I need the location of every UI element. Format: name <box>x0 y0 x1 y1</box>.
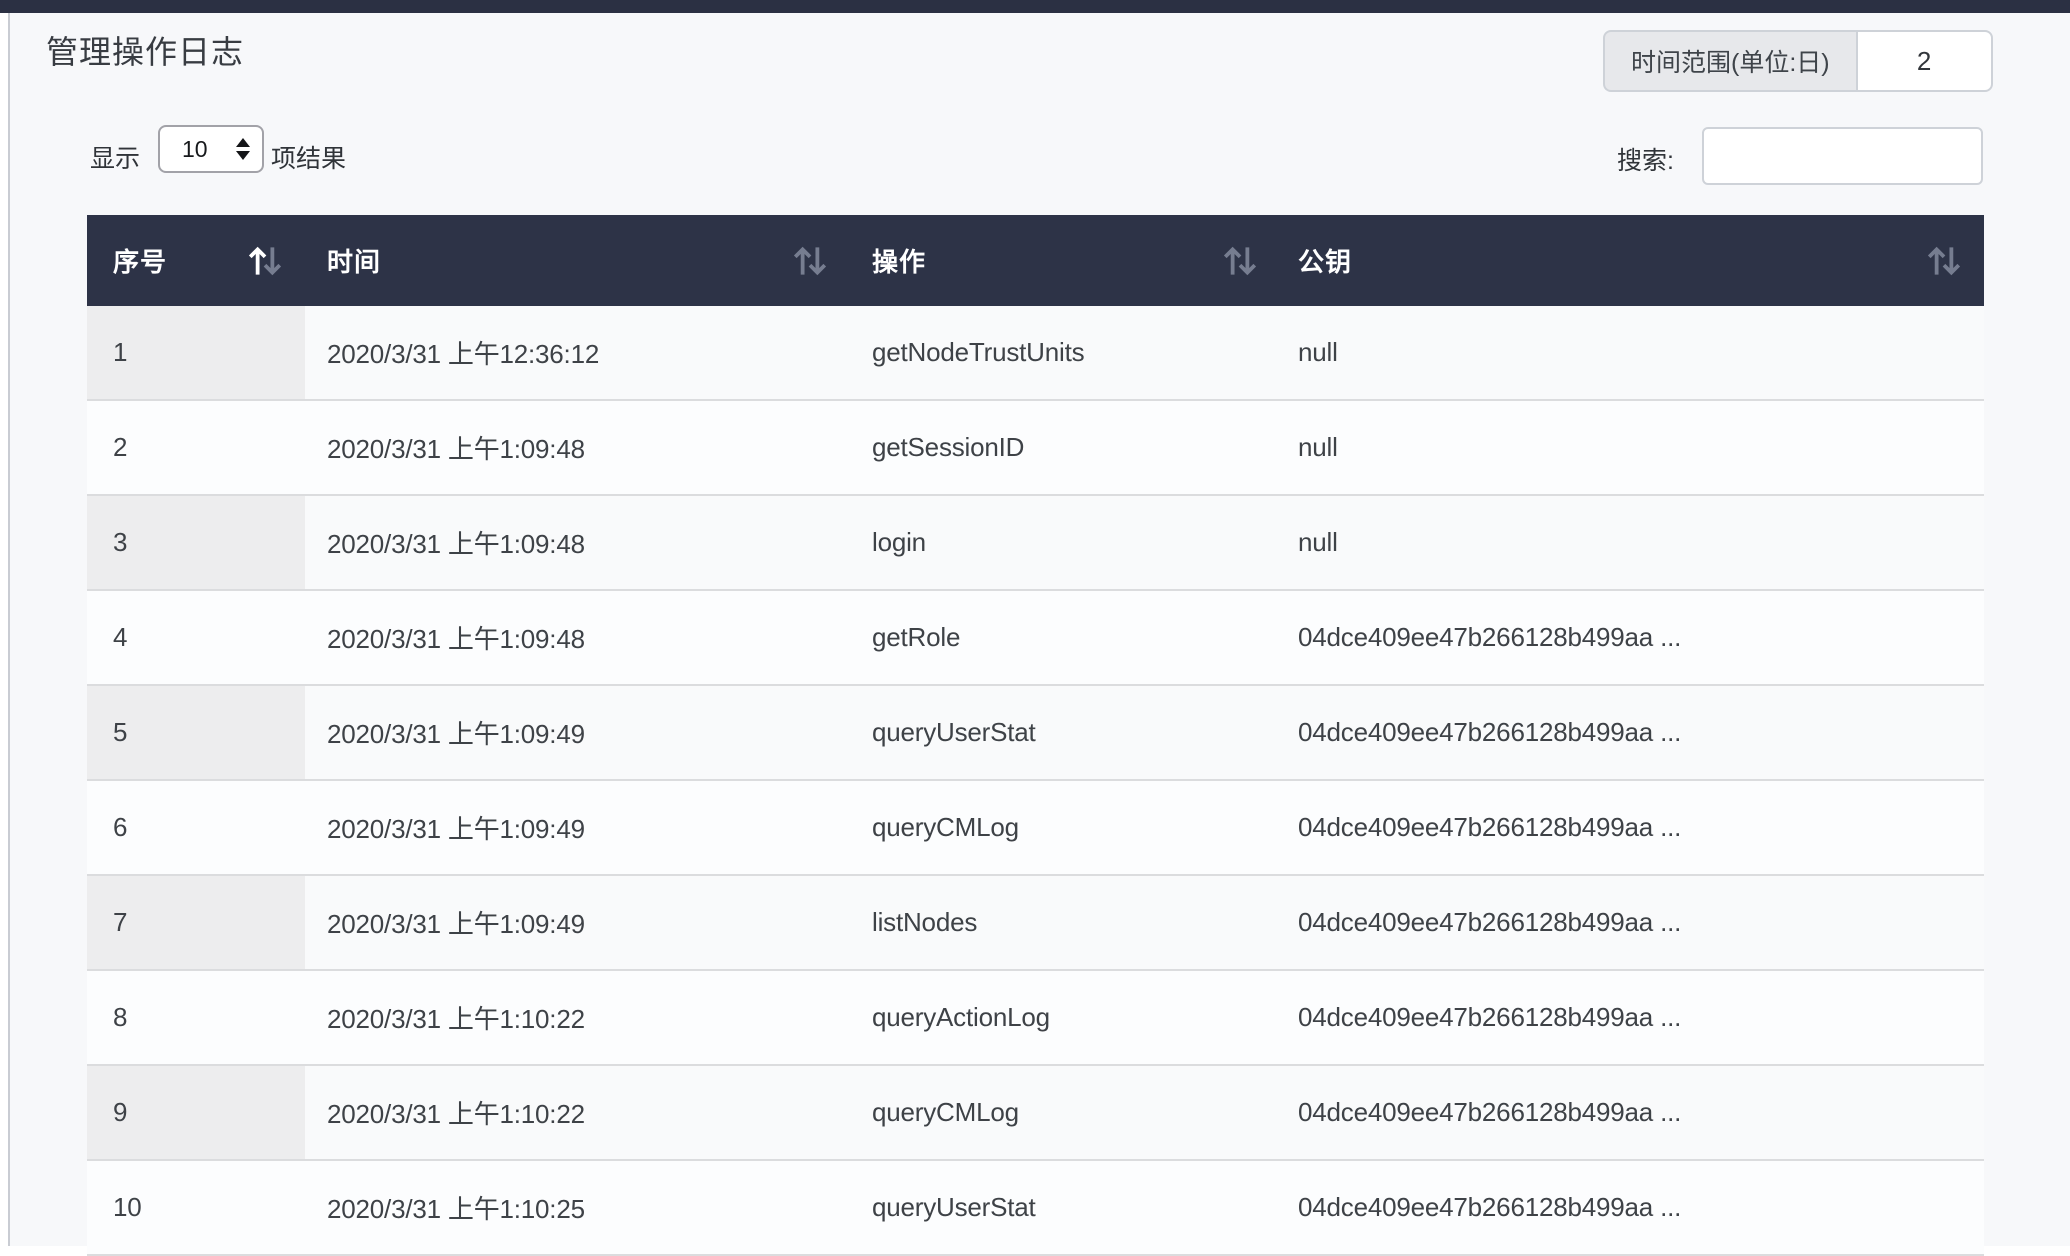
table-row: 5 2020/3/31 上午1:09:49 queryUserStat 04dc… <box>87 686 1984 781</box>
cell-publickey: null <box>1298 527 1338 557</box>
cell-publickey: 04dce409ee47b266128b499aa ... <box>1298 907 1682 937</box>
column-header-operation-label: 操作 <box>872 247 927 277</box>
cell-operation: getSessionID <box>872 432 1025 462</box>
table-header-row: 序号 时间 操作 公钥 <box>87 215 1984 306</box>
cell-time: 2020/3/31 上午1:09:48 <box>327 624 585 654</box>
cell-publickey: null <box>1298 337 1338 367</box>
table-row: 2 2020/3/31 上午1:09:48 getSessionID null <box>87 401 1984 496</box>
cell-index: 4 <box>113 622 128 652</box>
cell-operation: queryCMLog <box>872 812 1019 842</box>
time-range-group: 时间范围(单位:日) <box>1603 30 1993 92</box>
cell-publickey: 04dce409ee47b266128b499aa ... <box>1298 1097 1682 1127</box>
cell-publickey: null <box>1298 432 1338 462</box>
page-size-value: 10 <box>182 135 208 162</box>
results-label: 项结果 <box>271 145 347 173</box>
column-header-index-label: 序号 <box>113 247 168 277</box>
cell-index: 5 <box>87 686 305 779</box>
cell-index: 1 <box>87 306 305 399</box>
column-header-index[interactable]: 序号 <box>87 215 305 306</box>
time-range-label: 时间范围(单位:日) <box>1603 30 1856 92</box>
table-body: 1 2020/3/31 上午12:36:12 getNodeTrustUnits… <box>87 306 1984 1256</box>
table-row: 10 2020/3/31 上午1:10:25 queryUserStat 04d… <box>87 1161 1984 1256</box>
table-row: 3 2020/3/31 上午1:09:48 login null <box>87 496 1984 591</box>
cell-time: 2020/3/31 上午1:09:49 <box>327 814 585 844</box>
cell-publickey: 04dce409ee47b266128b499aa ... <box>1298 717 1682 747</box>
column-header-time-label: 时间 <box>327 247 382 277</box>
left-page-border <box>8 13 10 1246</box>
cell-time: 2020/3/31 上午1:10:22 <box>327 1004 585 1034</box>
operation-log-table: 序号 时间 操作 公钥 <box>87 215 1984 1256</box>
cell-publickey: 04dce409ee47b266128b499aa ... <box>1298 622 1682 652</box>
cell-time: 2020/3/31 上午12:36:12 <box>327 339 600 369</box>
top-navy-bar <box>0 0 2070 13</box>
cell-index: 6 <box>113 812 128 842</box>
cell-index: 8 <box>113 1002 128 1032</box>
cell-publickey: 04dce409ee47b266128b499aa ... <box>1298 1192 1682 1222</box>
table-row: 4 2020/3/31 上午1:09:48 getRole 04dce409ee… <box>87 591 1984 686</box>
cell-operation: login <box>872 527 926 557</box>
cell-operation: getRole <box>872 622 961 652</box>
cell-time: 2020/3/31 上午1:10:22 <box>327 1099 585 1129</box>
column-header-time[interactable]: 时间 <box>305 215 850 306</box>
sort-both-icon <box>1223 246 1257 275</box>
search-input[interactable] <box>1702 127 1983 185</box>
select-spinner-icon <box>236 138 250 160</box>
show-label: 显示 <box>90 145 141 173</box>
column-header-publickey-label: 公钥 <box>1298 247 1353 277</box>
cell-publickey: 04dce409ee47b266128b499aa ... <box>1298 1002 1682 1032</box>
log-panel: 管理操作日志 时间范围(单位:日) 显示 10 项结果 搜索: 序号 时间 <box>10 13 2070 1256</box>
search-label: 搜索: <box>1617 147 1674 175</box>
page-size-select[interactable]: 10 <box>158 125 264 173</box>
time-range-input[interactable] <box>1855 30 1993 92</box>
table-row: 8 2020/3/31 上午1:10:22 queryActionLog 04d… <box>87 971 1984 1066</box>
table-row: 7 2020/3/31 上午1:09:49 listNodes 04dce409… <box>87 876 1984 971</box>
spinner-down-icon <box>236 151 250 160</box>
cell-publickey: 04dce409ee47b266128b499aa ... <box>1298 812 1682 842</box>
sort-asc-icon <box>248 246 282 275</box>
column-header-operation[interactable]: 操作 <box>850 215 1280 306</box>
sort-both-icon <box>793 246 827 275</box>
sort-both-icon <box>1927 246 1961 275</box>
table-row: 9 2020/3/31 上午1:10:22 queryCMLog 04dce40… <box>87 1066 1984 1161</box>
cell-time: 2020/3/31 上午1:10:25 <box>327 1194 585 1224</box>
cell-index: 3 <box>87 496 305 589</box>
cell-index: 2 <box>113 432 128 462</box>
column-header-publickey[interactable]: 公钥 <box>1280 215 1984 306</box>
cell-index: 9 <box>87 1066 305 1159</box>
cell-operation: getNodeTrustUnits <box>872 337 1085 367</box>
cell-index: 10 <box>113 1192 142 1222</box>
cell-index: 7 <box>87 876 305 969</box>
cell-operation: listNodes <box>872 907 978 937</box>
page-title: 管理操作日志 <box>46 34 245 70</box>
cell-time: 2020/3/31 上午1:09:48 <box>327 529 585 559</box>
spinner-up-icon <box>236 138 250 147</box>
cell-time: 2020/3/31 上午1:09:48 <box>327 434 585 464</box>
cell-time: 2020/3/31 上午1:09:49 <box>327 719 585 749</box>
table-row: 1 2020/3/31 上午12:36:12 getNodeTrustUnits… <box>87 306 1984 401</box>
cell-operation: queryUserStat <box>872 1192 1036 1222</box>
cell-operation: queryActionLog <box>872 1002 1050 1032</box>
cell-operation: queryCMLog <box>872 1097 1019 1127</box>
cell-time: 2020/3/31 上午1:09:49 <box>327 909 585 939</box>
cell-operation: queryUserStat <box>872 717 1036 747</box>
table-row: 6 2020/3/31 上午1:09:49 queryCMLog 04dce40… <box>87 781 1984 876</box>
